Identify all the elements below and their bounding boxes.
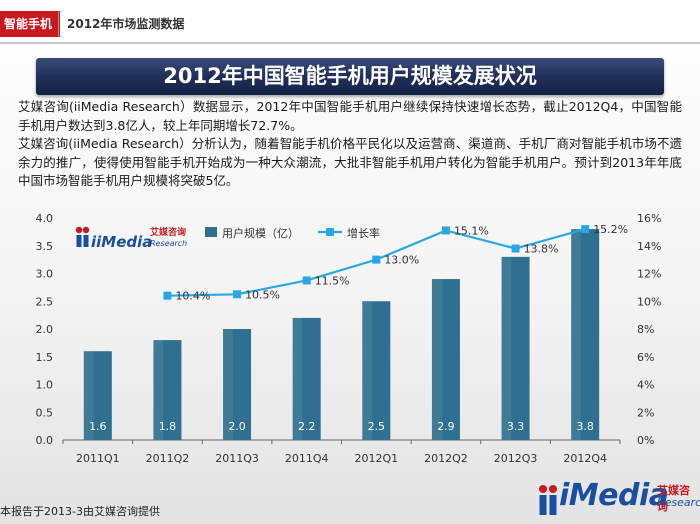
bar-value-label: 1.6 bbox=[89, 420, 107, 433]
bar bbox=[153, 340, 182, 440]
y-right-tick-label: 0% bbox=[637, 434, 654, 447]
growth-point bbox=[372, 255, 381, 264]
x-tick-label: 2012Q4 bbox=[563, 452, 607, 465]
page-title: 2012年中国智能手机用户规模发展状况 bbox=[36, 58, 664, 95]
growth-value-label: 15.1% bbox=[454, 224, 489, 237]
x-tick-label: 2012Q3 bbox=[494, 452, 538, 465]
header-divider bbox=[0, 42, 700, 44]
source-note: 本报告于2013-3由艾媒咨询提供 bbox=[0, 505, 160, 518]
growth-point bbox=[441, 226, 450, 235]
x-tick-label: 2011Q3 bbox=[215, 452, 259, 465]
y-left-tick-label: 1.0 bbox=[36, 379, 54, 392]
y-left-tick-label: 3.0 bbox=[36, 268, 54, 281]
bar-group: 1.6 bbox=[83, 351, 112, 440]
bar-series: 1.6 1.8 2.0 2.2 2.5 2.9 3.3 3.8 bbox=[83, 229, 600, 440]
y-right-tick-label: 16% bbox=[637, 212, 661, 225]
x-tick-label: 2012Q2 bbox=[424, 452, 468, 465]
chart-logo: iiMedia 艾媒咨询 Research bbox=[75, 226, 187, 251]
bar-value-label: 2.2 bbox=[298, 420, 316, 433]
legend-bar-swatch bbox=[205, 227, 217, 237]
y-right-tick-label: 4% bbox=[637, 379, 654, 392]
y-right-tick-label: 6% bbox=[637, 351, 654, 364]
chart-axes: 0.0 0.5 1.0 1.5 2.0 2.5 3.0 3.5 4.0 0% 2% 4% 6% 8% 10%… bbox=[36, 212, 662, 465]
y-left-tick-label: 2.0 bbox=[36, 323, 54, 336]
bar-highlight bbox=[153, 340, 164, 440]
brand-en: Research bbox=[657, 496, 700, 509]
chart-logo-cn: 艾媒咨询 bbox=[150, 226, 186, 238]
y-right-tick-label: 8% bbox=[637, 323, 654, 336]
y-right-tick-label: 10% bbox=[637, 295, 661, 308]
y-right-tick-label: 2% bbox=[637, 406, 654, 419]
bar-group: 2.2 bbox=[292, 317, 321, 440]
bar-highlight bbox=[571, 229, 581, 440]
growth-point bbox=[581, 225, 590, 234]
x-tick-label: 2012Q1 bbox=[354, 452, 398, 465]
bar bbox=[501, 256, 530, 440]
y-left-tick-label: 2.5 bbox=[36, 295, 54, 308]
y-right-tick-label: 12% bbox=[637, 268, 661, 281]
imedia-logo-icon bbox=[539, 485, 557, 515]
bar-group: 2.5 bbox=[362, 301, 391, 440]
bar-highlight bbox=[431, 279, 442, 440]
paragraph-2: 艾媒咨询(iiMedia Research）分析认为，随着智能手机价格平民化以及… bbox=[18, 136, 682, 188]
legend-bar-label: 用户规模（亿） bbox=[222, 226, 299, 240]
y-left-tick-label: 4.0 bbox=[36, 212, 54, 225]
growth-value-label: 13.8% bbox=[524, 243, 559, 256]
y-left-tick-label: 0.0 bbox=[36, 434, 54, 447]
line-series: 10.4% 10.5% 11.5% 13.0% 15.1% 13.8% 15.2% bbox=[163, 223, 628, 303]
growth-value-label: 15.2% bbox=[593, 223, 628, 236]
top-bar: 智能手机 2012年市场监测数据 bbox=[0, 0, 700, 40]
growth-point bbox=[163, 291, 172, 300]
bar-value-label: 1.8 bbox=[159, 420, 177, 433]
section-tag: 智能手机 bbox=[0, 11, 61, 37]
bar bbox=[292, 317, 321, 440]
x-tick-label: 2011Q4 bbox=[285, 452, 329, 465]
paragraph-1: 艾媒咨询(iiMedia Research）数据显示，2012年中国智能手机用户… bbox=[18, 99, 682, 133]
bar bbox=[362, 301, 391, 440]
y-right-tick-label: 14% bbox=[637, 240, 661, 253]
bar-group: 1.8 bbox=[153, 340, 182, 440]
bar-group: 3.8 bbox=[571, 229, 600, 440]
x-tick-label: 2011Q2 bbox=[146, 452, 190, 465]
growth-value-label: 10.5% bbox=[245, 288, 280, 301]
growth-value-label: 10.4% bbox=[175, 290, 210, 303]
bar bbox=[223, 329, 252, 440]
bar bbox=[431, 279, 460, 440]
breadcrumb: 2012年市场监测数据 bbox=[58, 11, 184, 37]
x-tick-label: 2011Q1 bbox=[76, 452, 120, 465]
bar-value-label: 3.8 bbox=[576, 420, 594, 433]
brand-logo: iMedia 艾媒咨询 Research bbox=[535, 478, 700, 520]
bar bbox=[83, 351, 112, 440]
bar-group: 3.3 bbox=[501, 256, 530, 440]
growth-value-label: 11.5% bbox=[315, 274, 350, 287]
y-left-tick-label: 3.5 bbox=[36, 240, 54, 253]
bar-value-label: 2.9 bbox=[437, 420, 455, 433]
legend-line-marker bbox=[326, 228, 334, 236]
bar-highlight bbox=[501, 256, 512, 440]
bar-highlight bbox=[292, 317, 303, 440]
bar bbox=[571, 229, 600, 440]
growth-point bbox=[233, 290, 242, 299]
iimedia-mark-icon bbox=[75, 226, 90, 247]
chart-logo-word: iiMedia bbox=[91, 233, 152, 251]
growth-value-label: 13.0% bbox=[384, 254, 419, 267]
bar-highlight bbox=[362, 301, 373, 440]
y-left-tick-label: 1.5 bbox=[36, 351, 54, 364]
brand-word: iMedia bbox=[559, 478, 669, 513]
bar-value-label: 3.3 bbox=[507, 420, 525, 433]
growth-point bbox=[302, 276, 311, 285]
bar-highlight bbox=[223, 329, 233, 440]
brand-cn: 艾媒咨询 bbox=[657, 484, 690, 513]
chart-legend: 用户规模（亿） 增长率 bbox=[205, 226, 380, 240]
chart-logo-en: Research bbox=[150, 239, 187, 248]
bar-value-label: 2.5 bbox=[368, 420, 386, 433]
bar-value-label: 2.0 bbox=[228, 420, 246, 433]
bar-group: 2.0 bbox=[223, 329, 252, 440]
growth-point bbox=[511, 244, 520, 253]
y-left-tick-label: 0.5 bbox=[36, 406, 54, 419]
legend-line-label: 增长率 bbox=[347, 226, 380, 240]
bar-highlight bbox=[83, 351, 94, 440]
combo-chart: 0.0 0.5 1.0 1.5 2.0 2.5 3.0 3.5 4.0 0% 2% 4% 6% 8% 10%… bbox=[36, 212, 662, 465]
bar-group: 2.9 bbox=[431, 279, 460, 440]
